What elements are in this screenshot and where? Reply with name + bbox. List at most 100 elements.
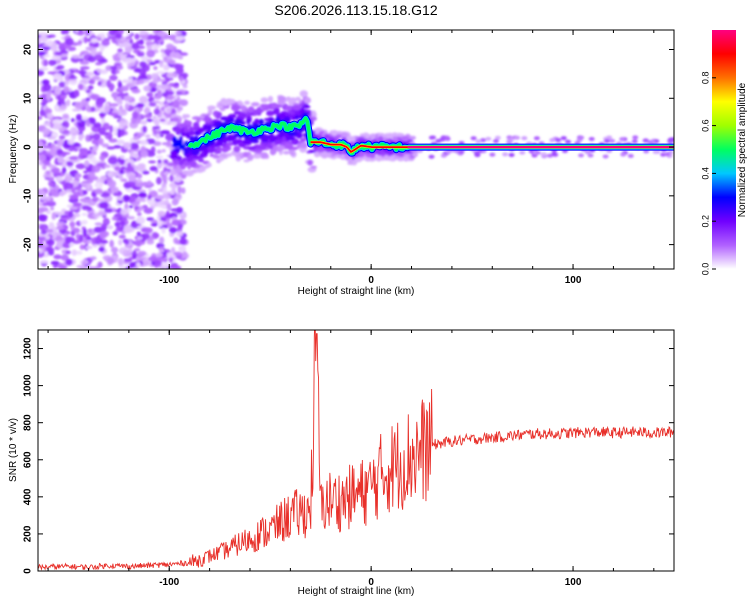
band-blob — [506, 135, 513, 140]
noise-blob — [87, 85, 94, 90]
band-blob — [250, 102, 260, 107]
colorbar-tick-label: 0.8 — [700, 72, 710, 85]
noise-blob — [85, 245, 93, 250]
noise-blob — [97, 80, 102, 87]
band-blob — [288, 99, 294, 106]
band-blob — [502, 152, 509, 157]
band-blob — [228, 117, 235, 124]
noise-blob — [153, 94, 162, 100]
noise-blob — [90, 256, 97, 260]
noise-blob — [136, 262, 141, 268]
colorbar-gradient — [712, 30, 736, 269]
band-blob — [237, 100, 243, 105]
noise-blob — [148, 256, 158, 262]
noise-blob — [97, 198, 107, 202]
band-blob — [223, 137, 228, 144]
band-blob — [369, 133, 377, 139]
noise-blob — [178, 52, 189, 56]
band-blob — [584, 150, 591, 155]
noise-blob — [92, 213, 100, 218]
noise-blob — [119, 220, 126, 227]
band-blob — [647, 140, 654, 145]
noise-blob — [39, 207, 49, 212]
noise-blob — [109, 239, 114, 248]
noise-blob — [58, 81, 66, 88]
noise-blob — [55, 176, 64, 183]
noise-blob — [157, 204, 167, 209]
band-blob — [314, 151, 319, 158]
noise-blob — [161, 218, 167, 222]
noise-blob — [117, 48, 123, 53]
band-blob — [184, 114, 191, 119]
colorbar-tick-label: 0.2 — [700, 215, 710, 228]
noise-blob — [50, 206, 55, 211]
band-blob — [489, 152, 496, 157]
noise-blob — [157, 210, 165, 217]
band-blob — [175, 164, 181, 169]
band-blob — [197, 158, 205, 163]
band-blob — [307, 159, 313, 166]
noise-blob — [156, 252, 163, 258]
noise-blob — [136, 212, 142, 217]
noise-blob — [164, 91, 175, 95]
band-blob — [284, 142, 294, 150]
noise-blob — [51, 226, 58, 234]
band-blob — [271, 102, 276, 110]
noise-blob — [60, 94, 67, 99]
band-blob — [508, 152, 515, 157]
noise-blob — [114, 221, 122, 228]
noise-blob — [140, 55, 149, 62]
band-blob — [380, 151, 387, 156]
noise-blob — [153, 108, 160, 115]
noise-blob — [156, 176, 162, 185]
noise-blob — [166, 94, 175, 101]
noise-blob — [141, 114, 152, 118]
noise-blob — [88, 171, 96, 179]
spectrogram-frame — [37, 29, 675, 270]
noise-blob — [48, 182, 55, 187]
noise-blob — [112, 192, 123, 197]
noise-blob — [135, 216, 146, 225]
band-blob — [260, 103, 267, 109]
noise-blob — [55, 241, 65, 248]
noise-blob — [146, 239, 155, 245]
noise-blob — [92, 144, 99, 152]
noise-blob — [38, 248, 43, 254]
noise-blob — [174, 31, 182, 35]
noise-blob — [52, 118, 62, 126]
noise-blob — [78, 40, 83, 45]
noise-blob — [142, 204, 148, 209]
noise-blob — [100, 191, 110, 198]
band-blob — [409, 135, 416, 140]
band-blob — [337, 150, 344, 155]
noise-blob — [166, 140, 172, 147]
noise-blob — [139, 61, 147, 68]
y-tick-label: -20 — [23, 237, 34, 252]
y-tick-label: 400 — [23, 488, 34, 505]
band-blob — [578, 135, 585, 140]
noise-blob — [64, 174, 73, 183]
band-blob — [277, 113, 287, 120]
noise-blob — [136, 189, 147, 193]
band-blob — [560, 136, 567, 141]
band-blob — [294, 115, 300, 120]
noise-blob — [174, 177, 182, 183]
noise-blob — [162, 142, 168, 146]
noise-blob — [88, 266, 95, 269]
noise-blob — [102, 143, 110, 148]
noise-blob — [157, 159, 162, 164]
noise-blob — [148, 187, 153, 192]
noise-blob — [165, 43, 174, 50]
band-blob — [220, 97, 227, 105]
y-tick-label: 600 — [23, 451, 34, 468]
noise-blob — [132, 152, 139, 159]
band-blob — [189, 160, 197, 168]
noise-blob — [89, 93, 99, 100]
noise-blob — [91, 165, 101, 173]
noise-blob — [47, 239, 55, 246]
noise-blob — [163, 171, 170, 176]
noise-blob — [54, 105, 60, 110]
noise-blob — [138, 95, 149, 104]
noise-blob — [173, 251, 183, 256]
noise-blob — [107, 156, 118, 165]
